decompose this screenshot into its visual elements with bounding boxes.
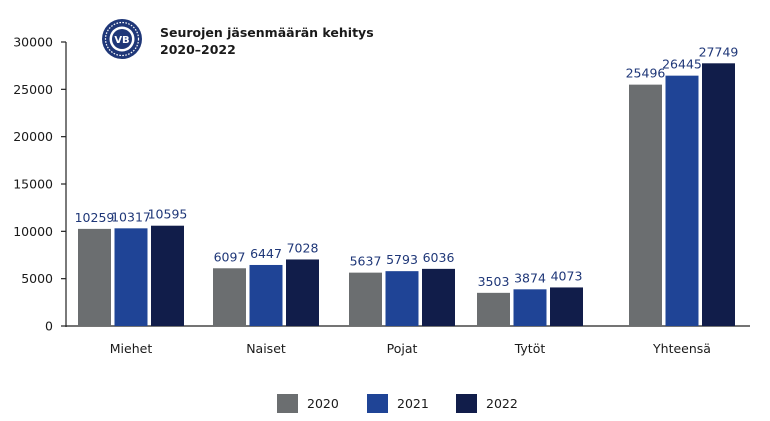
bar: [349, 272, 382, 326]
y-tick-label: 30000: [13, 35, 53, 50]
y-tick-label: 10000: [13, 224, 53, 239]
bar-value-label: 25496: [626, 66, 666, 81]
bar: [665, 75, 699, 327]
bar-value-label: 5637: [350, 254, 382, 269]
svg-text:VB: VB: [114, 35, 129, 46]
bar: [702, 63, 735, 326]
legend-swatch-2022: [456, 393, 477, 413]
legend-swatch-2020: [277, 393, 298, 413]
legend-item-2022: 2022: [456, 393, 518, 413]
legend-label-2022: 2022: [486, 395, 518, 411]
bar-value-label: 27749: [699, 44, 739, 59]
bar: [249, 264, 283, 326]
bar-value-label: 10595: [148, 207, 188, 222]
legend-item-2021: 2021: [367, 393, 429, 413]
y-tick-label: 25000: [13, 82, 53, 97]
x-category-label: Yhteensä: [652, 341, 711, 356]
y-tick-label: 5000: [21, 271, 53, 286]
bar-value-label: 3874: [514, 270, 546, 285]
x-category-label: Miehet: [110, 341, 153, 356]
bar-value-label: 7028: [287, 240, 319, 255]
y-tick-label: 15000: [13, 177, 53, 192]
bar: [513, 289, 547, 326]
club-logo: VB: [102, 19, 142, 59]
legend: 2020 2021 2022: [0, 393, 770, 415]
x-category-label: Naiset: [246, 341, 286, 356]
bar: [151, 225, 184, 326]
bar-value-label: 26445: [662, 57, 702, 72]
bar-value-label: 4073: [551, 268, 583, 283]
legend-label-2020: 2020: [307, 395, 339, 411]
legend-swatch-2021: [367, 393, 388, 413]
bar: [213, 268, 246, 326]
x-category-label: Tytöt: [514, 341, 546, 356]
chart-title: Seurojen jäsenmäärän kehitys 2020–2022: [160, 24, 374, 58]
y-tick-label: 20000: [13, 129, 53, 144]
legend-label-2021: 2021: [397, 395, 429, 411]
legend-item-2020: 2020: [277, 393, 339, 413]
bar-value-label: 6097: [214, 249, 246, 264]
bar: [286, 259, 319, 326]
bar: [477, 292, 510, 326]
chart-title-line2: 2020–2022: [160, 42, 236, 57]
bar-value-label: 3503: [478, 274, 510, 289]
bar: [629, 84, 662, 326]
y-tick-label: 0: [45, 319, 53, 334]
bar: [550, 287, 583, 326]
bar-value-label: 5793: [386, 252, 418, 267]
bar-value-label: 10317: [111, 209, 151, 224]
bar-value-label: 6036: [423, 250, 455, 265]
bar: [385, 271, 419, 326]
bar-value-label: 10259: [75, 210, 115, 225]
bar-value-label: 6447: [250, 246, 282, 261]
chart-title-line1: Seurojen jäsenmäärän kehitys: [160, 25, 374, 40]
bar: [422, 268, 455, 326]
bar: [114, 228, 148, 326]
bar: [78, 228, 111, 326]
x-category-label: Pojat: [387, 341, 418, 356]
